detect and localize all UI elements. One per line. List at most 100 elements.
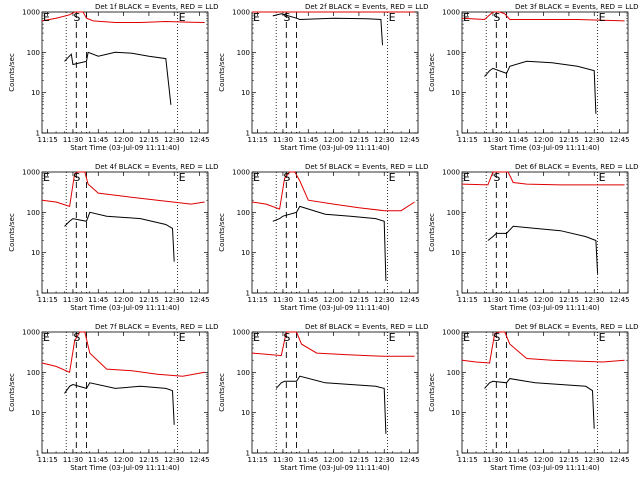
y-tick-label: 1000 bbox=[22, 9, 40, 17]
x-tick-label: 11:45 bbox=[298, 456, 318, 464]
plot-frame bbox=[461, 331, 629, 454]
y-tick-label: 10 bbox=[451, 89, 460, 97]
plot-frame bbox=[461, 171, 629, 294]
marker-s: S bbox=[73, 171, 80, 184]
plot-frame bbox=[251, 331, 419, 454]
y-tick-label: 10 bbox=[451, 249, 460, 257]
x-tick-label: 11:15 bbox=[458, 136, 478, 144]
y-tick-label: 1 bbox=[246, 130, 250, 138]
y-tick-label: 100 bbox=[237, 209, 250, 217]
marker-e-start: E bbox=[463, 171, 470, 184]
marker-e-start: E bbox=[463, 331, 470, 344]
marker-e-end: E bbox=[179, 11, 186, 24]
panel-title: Det 9f BLACK = Events, RED = LLD bbox=[515, 323, 638, 331]
x-tick-label: 12:15 bbox=[559, 136, 579, 144]
marker-s: S bbox=[73, 11, 80, 24]
x-tick-label: 12:30 bbox=[374, 296, 394, 304]
panel-5: 1 10 100 1000 11:15 11:30 11:45 12:00 12:15 12:30… bbox=[218, 163, 428, 312]
marker-e-end: E bbox=[389, 11, 396, 24]
y-tick-label: 10 bbox=[31, 409, 40, 417]
y-tick-label: 1 bbox=[36, 290, 40, 298]
x-tick-label: 11:15 bbox=[458, 456, 478, 464]
y-tick-label: 100 bbox=[447, 209, 460, 217]
x-tick-label: 12:15 bbox=[559, 456, 579, 464]
x-tick-label: 11:45 bbox=[508, 136, 528, 144]
x-tick-label: 12:45 bbox=[609, 136, 629, 144]
marker-e-start: E bbox=[43, 11, 50, 24]
y-axis-label: Counts/sec bbox=[8, 373, 16, 412]
panel-9: 1 10 100 1000 11:15 11:30 11:45 12:00 12:15 12:30… bbox=[428, 323, 638, 472]
y-tick-label: 100 bbox=[237, 369, 250, 377]
x-tick-label: 12:45 bbox=[189, 456, 209, 464]
x-axis-label: Start Time (03-Jul-09 11:11:40) bbox=[490, 464, 600, 472]
marker-e-end: E bbox=[599, 171, 606, 184]
y-tick-label: 1000 bbox=[232, 169, 250, 177]
y-tick-label: 100 bbox=[237, 49, 250, 57]
plot-frame bbox=[461, 11, 629, 134]
panel-title: Det 8f BLACK = Events, RED = LLD bbox=[305, 323, 428, 331]
y-tick-label: 1 bbox=[36, 130, 40, 138]
marker-e-end: E bbox=[389, 171, 396, 184]
marker-e-start: E bbox=[253, 331, 260, 344]
x-tick-label: 12:00 bbox=[533, 136, 553, 144]
marker-e-start: E bbox=[43, 171, 50, 184]
y-tick-label: 1000 bbox=[232, 9, 250, 17]
marker-e-start: E bbox=[463, 11, 470, 24]
y-tick-label: 1000 bbox=[442, 9, 460, 17]
x-tick-label: 12:00 bbox=[113, 296, 133, 304]
x-tick-label: 12:30 bbox=[374, 136, 394, 144]
x-axis-label: Start Time (03-Jul-09 11:11:40) bbox=[280, 464, 390, 472]
panel-title: Det 3f BLACK = Events, RED = LLD bbox=[515, 3, 638, 11]
panel-title: Det 2f BLACK = Events, RED = LLD bbox=[305, 3, 428, 11]
y-tick-label: 1 bbox=[456, 450, 460, 458]
x-tick-label: 12:45 bbox=[399, 136, 419, 144]
panel-title: Det 1f BLACK = Events, RED = LLD bbox=[95, 3, 218, 11]
series-events bbox=[487, 225, 599, 274]
y-tick-label: 1 bbox=[246, 450, 250, 458]
x-axis-label: Start Time (03-Jul-09 11:11:40) bbox=[280, 304, 390, 312]
panel-title: Det 5f BLACK = Events, RED = LLD bbox=[305, 163, 428, 171]
x-axis-label: Start Time (03-Jul-09 11:11:40) bbox=[490, 304, 600, 312]
y-tick-label: 1000 bbox=[442, 329, 460, 337]
x-tick-label: 11:15 bbox=[38, 296, 58, 304]
y-axis-label: Counts/sec bbox=[428, 53, 436, 92]
x-tick-label: 11:45 bbox=[88, 456, 108, 464]
y-tick-label: 10 bbox=[451, 409, 460, 417]
x-tick-label: 11:30 bbox=[63, 136, 83, 144]
y-tick-label: 1 bbox=[456, 290, 460, 298]
series-events bbox=[64, 211, 175, 262]
y-axis-label: Counts/sec bbox=[218, 373, 226, 412]
x-tick-label: 11:45 bbox=[298, 296, 318, 304]
y-tick-label: 1000 bbox=[22, 169, 40, 177]
marker-e-end: E bbox=[179, 171, 186, 184]
series-events bbox=[484, 60, 597, 114]
series-lld bbox=[461, 171, 625, 186]
x-tick-label: 12:15 bbox=[139, 136, 159, 144]
series-lld bbox=[251, 171, 415, 212]
marker-s: S bbox=[283, 331, 290, 344]
marker-s: S bbox=[283, 11, 290, 24]
series-events bbox=[64, 382, 175, 425]
y-tick-label: 1000 bbox=[232, 329, 250, 337]
x-axis-label: Start Time (03-Jul-09 11:11:40) bbox=[70, 464, 180, 472]
x-tick-label: 12:15 bbox=[559, 296, 579, 304]
x-tick-label: 12:30 bbox=[164, 296, 184, 304]
x-tick-label: 12:15 bbox=[349, 456, 369, 464]
x-tick-label: 11:15 bbox=[38, 136, 58, 144]
y-tick-label: 1000 bbox=[22, 329, 40, 337]
x-tick-label: 12:45 bbox=[609, 456, 629, 464]
x-axis-label: Start Time (03-Jul-09 11:11:40) bbox=[70, 304, 180, 312]
x-tick-label: 12:15 bbox=[349, 296, 369, 304]
marker-s: S bbox=[493, 11, 500, 24]
x-tick-label: 12:30 bbox=[584, 456, 604, 464]
y-tick-label: 10 bbox=[31, 89, 40, 97]
x-tick-label: 12:45 bbox=[189, 136, 209, 144]
series-events bbox=[272, 13, 383, 46]
y-tick-label: 10 bbox=[241, 89, 250, 97]
y-tick-label: 100 bbox=[27, 209, 40, 217]
y-tick-label: 1 bbox=[246, 290, 250, 298]
x-tick-label: 11:30 bbox=[273, 456, 293, 464]
x-tick-label: 12:45 bbox=[399, 456, 419, 464]
x-tick-label: 12:00 bbox=[323, 456, 343, 464]
